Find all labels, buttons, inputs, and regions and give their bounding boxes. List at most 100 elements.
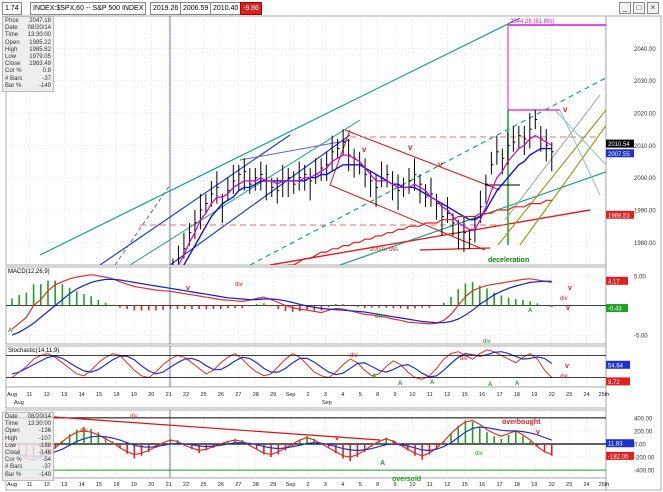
data-window-label: Low bbox=[5, 54, 17, 61]
data-window-lower-label: Close bbox=[5, 450, 21, 457]
osc-annot: v bbox=[536, 429, 540, 436]
date-tick-label: 11 bbox=[27, 392, 33, 398]
stoch-annot: A bbox=[372, 374, 377, 380]
stoch-flag-label: 54.64 bbox=[608, 363, 624, 369]
date-tick-label: 4 bbox=[341, 482, 344, 488]
osc-trendline bbox=[39, 415, 381, 441]
close-button[interactable]: × bbox=[647, 2, 659, 14]
date-tick-label: 18 bbox=[113, 482, 119, 488]
stoch-annot: div bbox=[460, 356, 468, 362]
date-tick-label: 23 bbox=[566, 482, 572, 488]
osc-flag bbox=[606, 439, 634, 448]
stoch-annot: A bbox=[430, 380, 435, 386]
date-tick-label: 12 bbox=[44, 482, 50, 488]
stoch-annot: A bbox=[488, 382, 493, 388]
date-tick-label: 22 bbox=[183, 482, 189, 488]
date-tick-label: 2 bbox=[306, 482, 309, 488]
date-tick-label: 8 bbox=[376, 392, 379, 398]
date-tick-label: 15 bbox=[462, 482, 468, 488]
data-window-row: # Bars -37 bbox=[5, 76, 51, 83]
date-tick-label: 11 bbox=[27, 482, 33, 488]
overbought-label: overbought bbox=[502, 419, 541, 426]
trendline-drawings bbox=[39, 17, 606, 265]
macd-annot: div bbox=[483, 339, 491, 345]
macd-annot: A bbox=[528, 308, 533, 314]
osc-flag-label: 11.83 bbox=[608, 442, 623, 448]
macd-annot: div bbox=[235, 282, 243, 288]
price-flag-label: 2007.55 bbox=[608, 152, 630, 158]
macd-annot: v bbox=[186, 285, 190, 292]
price-tick-label: 2020.00 bbox=[634, 112, 656, 118]
date-tick-label: 14 bbox=[79, 392, 85, 398]
toolbar-title[interactable]: INDEX:$SPX,60 -- S&P 500 INDEX bbox=[30, 2, 147, 15]
date-tick-label: 21 bbox=[166, 392, 172, 398]
wave-v-label: v bbox=[362, 145, 367, 154]
price-drawings bbox=[39, 17, 606, 265]
data-window-row: Price 2047.18 bbox=[5, 18, 51, 25]
date-tick-label: 26 bbox=[218, 482, 224, 488]
date-tick-label: 18 bbox=[514, 392, 520, 398]
data-series bbox=[6, 109, 606, 461]
price-panel[interactable] bbox=[5, 15, 607, 266]
data-window-lower-label: Date bbox=[5, 414, 18, 420]
target-label: 2044.26 (61.8%) bbox=[510, 19, 554, 25]
data-window-lower-row: Open -136 bbox=[5, 428, 51, 435]
toolbar-value[interactable]: 1.74 bbox=[2, 2, 22, 15]
data-window-row: Close 1983.49 bbox=[5, 61, 51, 68]
macd-annot: A bbox=[8, 328, 13, 334]
osc-annot: div bbox=[130, 414, 138, 420]
channel-lower-teal bbox=[339, 171, 606, 265]
date-tick-label: 15 bbox=[462, 392, 468, 398]
data-window-lower-row: Cor % -54 bbox=[5, 457, 51, 464]
macd-annot: v bbox=[568, 285, 572, 292]
macd-series bbox=[11, 274, 553, 336]
month-label: Sep bbox=[322, 400, 332, 406]
price-flag bbox=[606, 149, 634, 158]
stoch-flag bbox=[606, 377, 630, 386]
date-tick-label: 12 bbox=[444, 392, 450, 398]
data-window-value: 13:30:00 bbox=[27, 32, 51, 39]
data-window-label: # Bars bbox=[5, 75, 23, 82]
ma200-label: 200-hr MA bbox=[370, 247, 398, 253]
data-window-value: 1979.05 bbox=[29, 54, 51, 61]
red-channel-base bbox=[419, 247, 491, 251]
date-tick-label: 15 bbox=[96, 482, 102, 488]
fan-line-1 bbox=[559, 109, 601, 196]
oscillator-series bbox=[11, 415, 553, 461]
ma200-line bbox=[287, 199, 552, 265]
toolbar-low: 2006.59 bbox=[180, 2, 212, 15]
date-tick-label: Aug bbox=[7, 482, 17, 488]
price-tick-label: 1990.00 bbox=[634, 209, 656, 215]
maximize-button[interactable]: □ bbox=[633, 2, 645, 14]
data-window-lower-value: -107 bbox=[38, 435, 51, 442]
data-window-label: Price bbox=[5, 18, 19, 24]
data-window-lower-value: -146 bbox=[38, 450, 51, 457]
data-window-lower-label: # Bars bbox=[5, 464, 23, 471]
macd-flag-label: -0.43 bbox=[608, 307, 622, 313]
date-tick-label: 2 bbox=[306, 392, 309, 398]
data-window-value: -37 bbox=[42, 75, 51, 82]
data-window-label: Bar % bbox=[5, 82, 22, 89]
price-tick-label: 2000.00 bbox=[634, 176, 656, 182]
date-tick-label: 20 bbox=[148, 482, 154, 488]
data-window-value: 1983.49 bbox=[29, 61, 51, 68]
date-tick-label: 27 bbox=[235, 482, 241, 488]
pitchfork-olive-1 bbox=[497, 109, 606, 246]
macd-annot: div bbox=[560, 296, 568, 302]
date-tick-label: 19 bbox=[531, 482, 537, 488]
date-tick-label: Sep bbox=[286, 392, 296, 398]
date-tick-label: 13 bbox=[61, 482, 67, 488]
date-tick-label: 25th bbox=[599, 392, 610, 398]
stoch-annot: A bbox=[515, 381, 520, 387]
stoch-annot: div bbox=[350, 353, 358, 359]
minimize-button[interactable]: _ bbox=[619, 2, 631, 14]
price-flag bbox=[606, 210, 634, 219]
osc-annot: div bbox=[475, 451, 483, 457]
date-tick-label: 19 bbox=[531, 392, 537, 398]
macd-flag bbox=[606, 276, 628, 285]
date-tick-label: 19 bbox=[131, 482, 137, 488]
date-tick-label: 12 bbox=[44, 392, 50, 398]
date-tick-label: 19 bbox=[131, 392, 137, 398]
ma200-trend bbox=[269, 209, 591, 265]
data-window-lower-row: # Bars -37 bbox=[5, 464, 51, 471]
